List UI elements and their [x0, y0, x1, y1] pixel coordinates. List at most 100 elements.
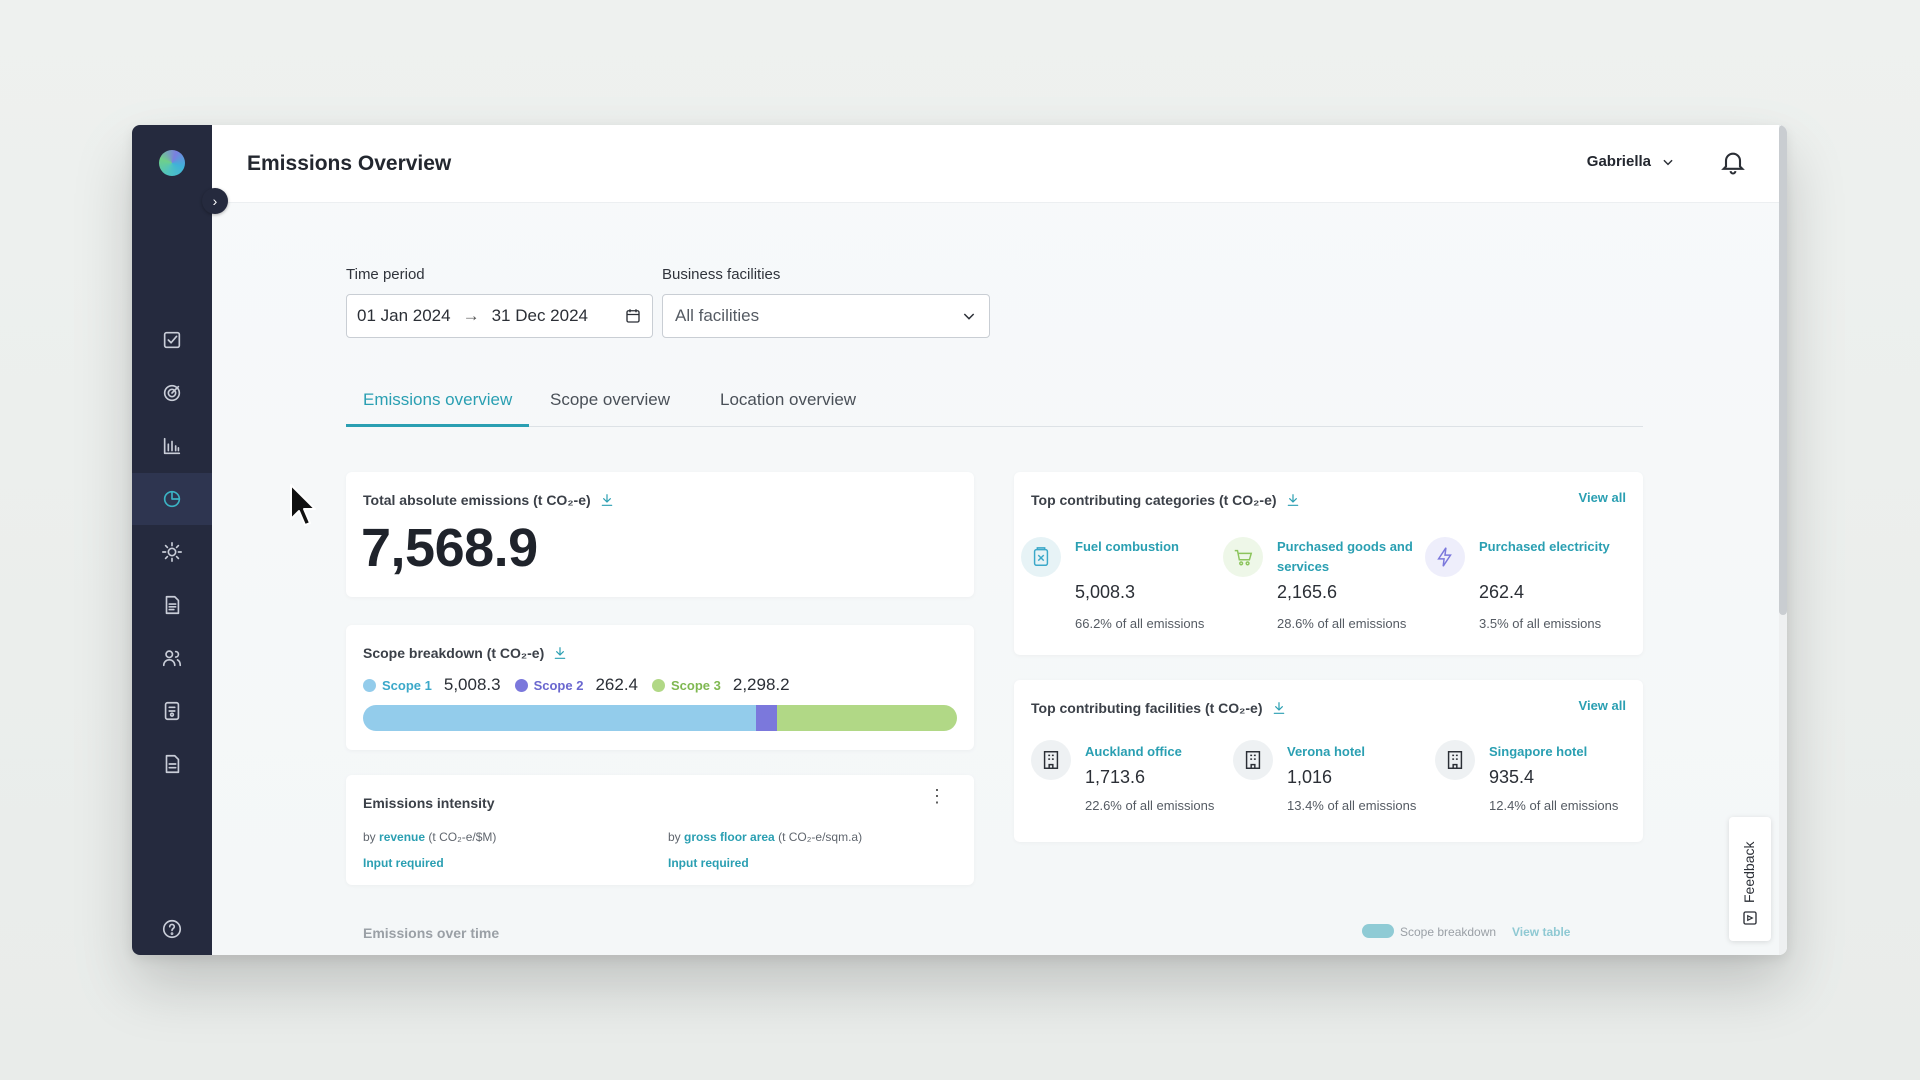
sidebar-item-files[interactable] [132, 738, 212, 790]
scope-1-label: Scope 1 [382, 677, 432, 693]
tab-scope-overview[interactable]: Scope overview [550, 390, 671, 409]
feedback-tab[interactable]: Feedback [1729, 817, 1771, 941]
total-emissions-title: Total absolute emissions (t CO₂-e) [363, 492, 615, 508]
scope-bar-segment-3[interactable] [777, 705, 957, 731]
sidebar-item-tasks[interactable] [132, 314, 212, 366]
notifications-button[interactable] [1719, 149, 1747, 177]
pie-chart-icon [163, 490, 181, 508]
total-emissions-card: Total absolute emissions (t CO₂-e) 7,568… [346, 472, 974, 597]
building-icon [1435, 740, 1475, 780]
sidebar-item-analytics[interactable] [132, 420, 212, 472]
app-logo[interactable] [159, 150, 185, 176]
top-bar: Emissions Overview Gabriella [212, 125, 1787, 203]
scope-breakdown-card: Scope breakdown (t CO₂-e) Scope 1 5,008.… [346, 625, 974, 750]
mouse-cursor-icon [290, 484, 316, 526]
target-icon [163, 384, 181, 402]
scope-3-value: 2,298.2 [732, 675, 790, 694]
date-to: 31 Dec 2024 [491, 306, 588, 325]
scope-1-dot [363, 678, 376, 692]
scope-2-dot [514, 678, 528, 692]
scope-breakdown-toggle-label: Scope breakdown [1400, 925, 1497, 939]
total-emissions-value: 7,568.9 [361, 518, 538, 578]
tab-emissions-overview[interactable]: Emissions overview [346, 387, 530, 427]
download-icon[interactable] [552, 645, 568, 661]
scrollbar-thumb[interactable] [1779, 125, 1787, 615]
sidebar-item-emissions[interactable] [132, 473, 212, 525]
top-facilities-card: Top contributing facilities (t CO₂-e) Vi… [1014, 680, 1643, 842]
cart-icon [1223, 537, 1263, 577]
bar-chart-icon [163, 437, 181, 455]
emissions-intensity-card: Emissions intensity ⋮ by revenue (t CO₂-… [346, 775, 974, 885]
facilities-select-value: All facilities [675, 306, 760, 325]
bell-icon [1721, 152, 1745, 175]
emissions-over-time-title: Emissions over time [363, 925, 500, 941]
scope-2-label: Scope 2 [533, 677, 584, 693]
sidebar-item-reports[interactable] [132, 685, 212, 737]
page-title: Emissions Overview [247, 152, 452, 175]
scope-stacked-bar[interactable] [363, 705, 957, 731]
chevron-down-icon [963, 313, 975, 320]
sidebar [132, 125, 212, 955]
sidebar-item-energy[interactable] [132, 526, 212, 578]
sun-icon [162, 542, 182, 562]
user-menu[interactable]: Gabriella [1587, 153, 1675, 170]
chevron-right-icon: › [212, 193, 218, 209]
building-icon [1233, 740, 1273, 780]
emissions-intensity-title: Emissions intensity [363, 795, 495, 811]
view-table-link[interactable]: View table [1512, 925, 1571, 939]
chevron-down-icon [1663, 159, 1673, 165]
sidebar-item-documents[interactable] [132, 579, 212, 631]
date-range-input[interactable]: 01 Jan 2024 → 31 Dec 2024 [346, 294, 653, 338]
sidebar-item-help[interactable] [132, 903, 212, 955]
intensity-revenue: by revenue (t CO₂-e/$M) Input required [363, 830, 497, 870]
scope-2-value: 262.4 [595, 675, 638, 694]
building-icon [1031, 740, 1071, 780]
help-icon [162, 919, 182, 939]
scope-breakdown-title: Scope breakdown (t CO₂-e) [363, 645, 568, 661]
scope-bar-segment-1[interactable] [363, 705, 757, 731]
revenue-link[interactable]: revenue [379, 830, 426, 844]
file-icon [165, 754, 180, 774]
scope-bar-segment-2[interactable] [756, 705, 777, 731]
tab-bar: Emissions overview Scope overview Locati… [346, 387, 1643, 427]
lightning-icon [1425, 537, 1465, 577]
scope-3-label: Scope 3 [671, 677, 721, 693]
user-name: Gabriella [1586, 153, 1651, 170]
scope-1-value: 5,008.3 [443, 675, 501, 694]
date-from: 01 Jan 2024 [357, 306, 451, 325]
sidebar-item-users[interactable] [132, 632, 212, 684]
facilities-view-all-link[interactable]: View all [1578, 698, 1626, 713]
main-content: Emissions Overview Gabriella Time period… [212, 125, 1787, 955]
vertical-scrollbar[interactable] [1779, 125, 1787, 955]
emissions-over-time-section: Emissions over time Scope breakdown View… [346, 920, 1643, 955]
floor-area-input-required[interactable]: Input required [668, 856, 749, 870]
top-categories-title: Top contributing categories (t CO₂-e) [1031, 492, 1301, 508]
more-options-icon[interactable]: ⋮ [928, 786, 946, 806]
feedback-label: Feedback [1741, 841, 1757, 903]
scope-legend: Scope 1 5,008.3 Scope 2 262.4 Scope 3 2,… [363, 675, 804, 695]
calendar-icon[interactable] [624, 307, 642, 325]
scope-breakdown-toggle[interactable] [1362, 924, 1394, 938]
scope-3-dot [652, 678, 665, 692]
download-icon[interactable] [599, 492, 615, 508]
download-icon[interactable] [1285, 492, 1301, 508]
categories-view-all-link[interactable]: View all [1578, 490, 1626, 505]
time-period-label: Time period [346, 266, 425, 283]
document-icon [165, 595, 180, 615]
top-categories-card: Top contributing categories (t CO₂-e) Vi… [1014, 472, 1643, 655]
fuel-icon [1021, 537, 1061, 577]
sidebar-item-targets[interactable] [132, 367, 212, 419]
revenue-input-required[interactable]: Input required [363, 856, 444, 870]
tab-location-overview[interactable]: Location overview [720, 390, 857, 409]
report-icon [164, 701, 180, 721]
floor-area-link[interactable]: gross floor area [684, 830, 775, 844]
app-window: › Emissions Overview Gabriella Time peri… [132, 125, 1787, 955]
feedback-icon [1743, 911, 1757, 925]
arrow-right-icon: → [462, 306, 480, 325]
facilities-label: Business facilities [662, 266, 781, 283]
download-icon[interactable] [1271, 700, 1287, 716]
users-icon [162, 650, 182, 667]
checklist-icon [163, 331, 181, 349]
facilities-select[interactable]: All facilities [662, 294, 990, 338]
sidebar-expand-button[interactable]: › [202, 188, 228, 214]
